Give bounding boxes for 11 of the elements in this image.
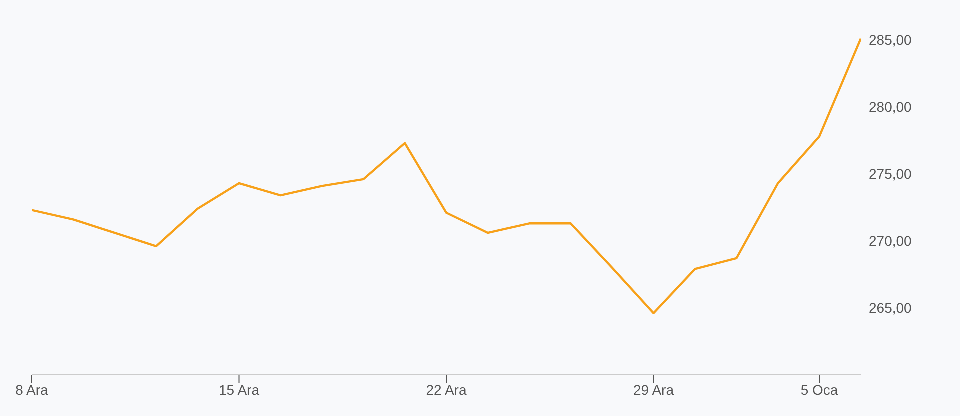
y-tick-label: 265,00 <box>869 300 912 316</box>
x-tick-label: 5 Oca <box>800 382 838 398</box>
y-tick-label: 270,00 <box>869 233 912 250</box>
x-tick-label: 15 Ara <box>219 382 260 398</box>
x-tick-label: 29 Ara <box>634 382 674 398</box>
x-tick-label: 8 Ara <box>16 382 49 398</box>
line-series <box>32 38 861 314</box>
x-tick-label: 22 Ara <box>426 382 467 398</box>
y-tick-label: 285,00 <box>869 32 912 48</box>
y-tick-label: 280,00 <box>869 99 912 116</box>
y-tick-label: 275,00 <box>869 166 912 182</box>
